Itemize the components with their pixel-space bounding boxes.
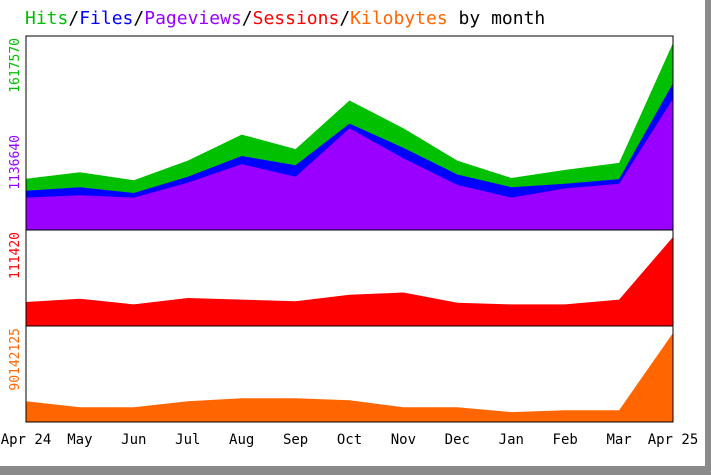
- x-tick-label-11: Mar: [606, 432, 631, 448]
- area-kilobytes: [26, 333, 673, 422]
- x-tick-label-10: Feb: [553, 432, 578, 448]
- title-sessions: Sessions: [252, 8, 340, 29]
- x-tick-label-12: Apr 25: [648, 432, 699, 448]
- title-kilobytes: Kilobytes: [350, 8, 448, 29]
- x-tick-label-6: Oct: [337, 432, 362, 448]
- x-tick-label-7: Nov: [391, 432, 416, 448]
- title-files: Files: [79, 8, 134, 29]
- panel-border-bottom: [25, 325, 674, 423]
- x-tick-label-9: Jan: [499, 432, 524, 448]
- chart-title: Hits/Files/Pageviews/Sessions/Kilobytes …: [25, 7, 545, 31]
- x-tick-label-2: Jun: [121, 432, 146, 448]
- x-tick-label-5: Sep: [283, 432, 308, 448]
- title-pageviews: Pageviews: [144, 8, 242, 29]
- x-tick-label-3: Jul: [175, 432, 200, 448]
- x-tick-label-8: Dec: [445, 432, 470, 448]
- x-tick-label-1: May: [67, 432, 92, 448]
- y-tick-label-middle-0: 111420: [8, 232, 23, 279]
- y-tick-label-bottom-0: 90142125: [8, 328, 23, 391]
- y-tick-label-top-1: 1136640: [8, 135, 23, 190]
- title-sep: /: [339, 8, 351, 29]
- title-sep: /: [133, 8, 145, 29]
- area-sessions: [26, 237, 673, 326]
- area-pageviews: [26, 98, 673, 230]
- title-sep: /: [241, 8, 253, 29]
- x-tick-label-0: Apr 24: [1, 432, 52, 448]
- title-sep: /: [68, 8, 80, 29]
- x-tick-label-4: Aug: [229, 432, 254, 448]
- title-hits: Hits: [25, 8, 69, 29]
- y-tick-label-top-0: 1617570: [8, 38, 23, 93]
- title-suffix: by month: [447, 8, 546, 29]
